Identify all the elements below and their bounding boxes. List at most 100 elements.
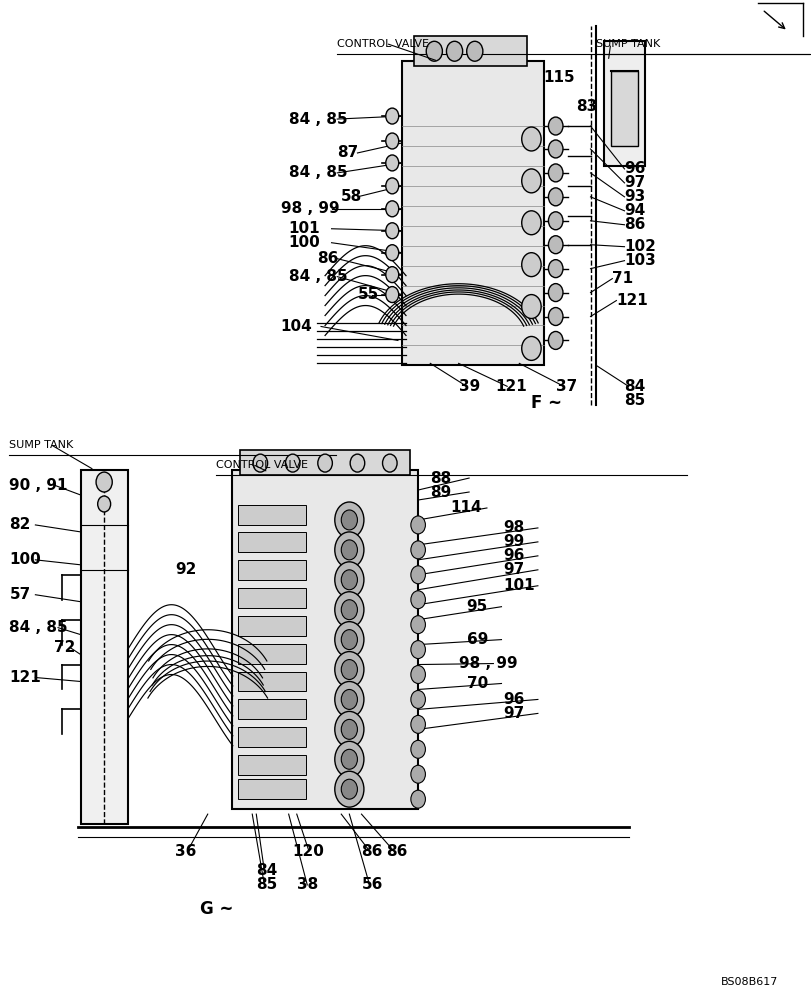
Circle shape [547, 308, 562, 325]
Bar [238, 755, 306, 775]
Text: 97: 97 [503, 706, 524, 721]
Bar [610, 71, 637, 146]
Bar [401, 61, 543, 365]
Text: 72: 72 [54, 640, 75, 655]
Circle shape [334, 622, 363, 658]
Bar [238, 779, 306, 799]
Text: BS08B617: BS08B617 [720, 977, 777, 987]
Circle shape [317, 454, 332, 472]
Text: 83: 83 [575, 99, 596, 114]
Circle shape [547, 117, 562, 135]
Text: 94: 94 [624, 203, 645, 218]
Text: CONTROL VALVE: CONTROL VALVE [337, 39, 429, 49]
Bar [238, 505, 306, 525]
Circle shape [334, 502, 363, 538]
Circle shape [341, 689, 357, 709]
Text: 121: 121 [616, 293, 647, 308]
Circle shape [385, 133, 398, 149]
Text: 84 , 85: 84 , 85 [288, 112, 347, 127]
Bar [238, 672, 306, 691]
Circle shape [547, 140, 562, 158]
Text: CONTROL VALVE: CONTROL VALVE [216, 460, 307, 470]
Circle shape [410, 765, 425, 783]
Text: 84: 84 [256, 863, 277, 878]
Circle shape [334, 652, 363, 687]
Bar [80, 470, 127, 824]
Circle shape [385, 223, 398, 239]
Circle shape [385, 201, 398, 217]
Circle shape [341, 660, 357, 680]
Circle shape [410, 641, 425, 659]
Text: 55: 55 [357, 287, 378, 302]
Text: 57: 57 [10, 587, 31, 602]
Circle shape [521, 211, 540, 235]
Circle shape [385, 178, 398, 194]
Circle shape [410, 566, 425, 584]
Bar [603, 41, 644, 166]
Circle shape [285, 454, 299, 472]
Text: 85: 85 [624, 393, 645, 408]
Circle shape [547, 284, 562, 302]
Circle shape [341, 600, 357, 620]
Text: 98 , 99: 98 , 99 [281, 201, 339, 216]
Text: 86: 86 [316, 251, 338, 266]
Circle shape [341, 570, 357, 590]
Circle shape [334, 681, 363, 717]
Circle shape [547, 236, 562, 254]
Text: 37: 37 [555, 379, 577, 394]
Circle shape [385, 245, 398, 261]
Text: 86: 86 [624, 217, 645, 232]
Circle shape [521, 127, 540, 151]
Bar [238, 588, 306, 608]
Text: 88: 88 [430, 471, 451, 486]
Text: 96: 96 [624, 161, 645, 176]
Text: 98: 98 [503, 520, 524, 535]
Circle shape [410, 740, 425, 758]
Text: 103: 103 [624, 253, 655, 268]
Circle shape [341, 540, 357, 560]
Circle shape [385, 267, 398, 283]
Text: 99: 99 [503, 534, 524, 549]
Circle shape [410, 541, 425, 559]
Text: 58: 58 [341, 189, 362, 204]
Circle shape [385, 108, 398, 124]
Text: 120: 120 [292, 844, 324, 859]
Text: 101: 101 [288, 221, 320, 236]
Text: 38: 38 [296, 877, 318, 892]
Circle shape [410, 616, 425, 634]
Circle shape [96, 472, 112, 492]
Circle shape [521, 336, 540, 360]
Bar [238, 560, 306, 580]
Circle shape [382, 454, 397, 472]
Circle shape [253, 454, 268, 472]
Text: SUMP TANK: SUMP TANK [595, 39, 659, 49]
Text: 93: 93 [624, 189, 645, 204]
Text: 39: 39 [458, 379, 479, 394]
Circle shape [341, 719, 357, 739]
Text: 95: 95 [466, 599, 487, 614]
Text: 89: 89 [430, 485, 451, 500]
Text: 96: 96 [503, 548, 524, 563]
Circle shape [547, 164, 562, 182]
Bar [232, 470, 418, 809]
Circle shape [334, 711, 363, 747]
Circle shape [521, 295, 540, 319]
Bar [238, 727, 306, 747]
Text: 104: 104 [281, 319, 312, 334]
Text: 90 , 91: 90 , 91 [10, 478, 68, 493]
Text: 102: 102 [624, 239, 655, 254]
Circle shape [410, 690, 425, 708]
Circle shape [410, 591, 425, 609]
Text: 121: 121 [10, 670, 41, 685]
Text: 121: 121 [495, 379, 526, 394]
Bar [238, 532, 306, 552]
Bar [238, 616, 306, 636]
Text: 114: 114 [450, 500, 482, 515]
Circle shape [547, 331, 562, 349]
Circle shape [466, 41, 483, 61]
Circle shape [334, 741, 363, 777]
Circle shape [426, 41, 442, 61]
Bar [238, 699, 306, 719]
Bar [240, 450, 410, 475]
Text: 96: 96 [503, 692, 524, 707]
